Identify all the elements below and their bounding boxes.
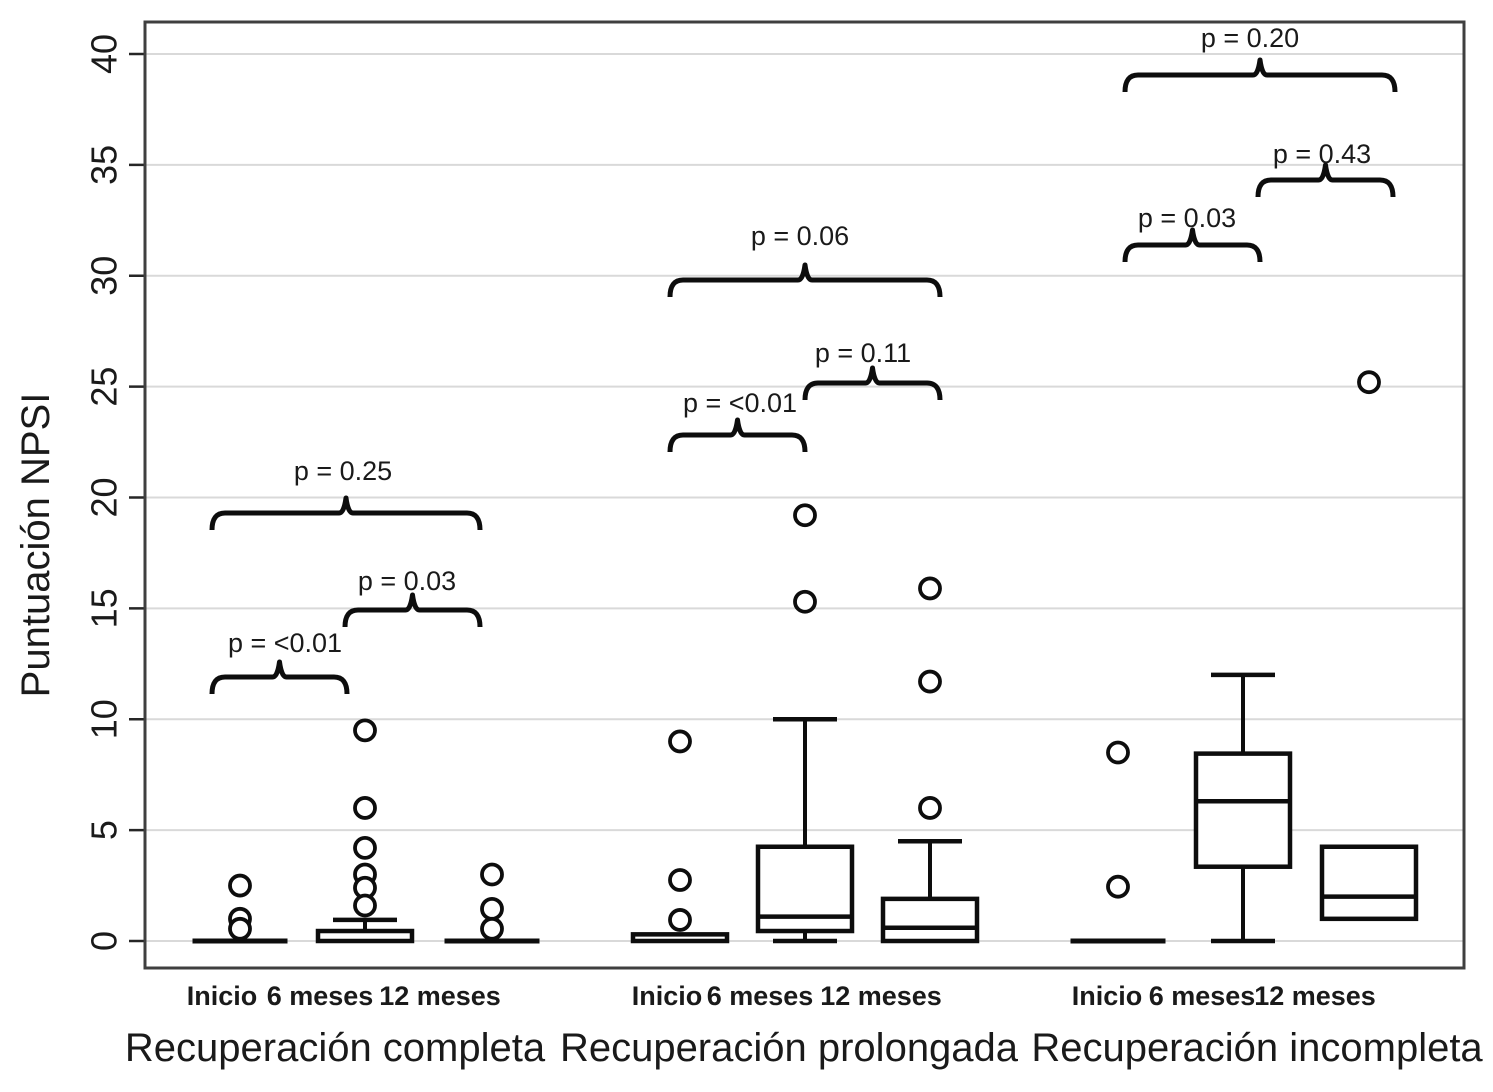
y-tick-label: 0 [84,931,125,951]
p-value-label: p = 0.20 [1201,23,1299,53]
outlier-point [668,868,692,892]
y-tick-label: 5 [84,820,125,840]
p-value-label: p = <0.01 [228,628,342,658]
box [315,928,415,944]
y-tick-label: 35 [84,145,125,185]
plot-frame [143,20,1466,970]
category-label: Inicio [187,981,258,1011]
significance-bracket [1122,227,1263,263]
outlier-point [918,796,942,820]
p-value-label: p = 0.03 [358,566,456,596]
chart-render-root: 0 5 10 15 20 25 30 35 40 p = <0.01 p = 0.03 p = 0.2… [84,20,1483,1070]
outlier-point [918,576,942,601]
category-label: Inicio [1072,981,1143,1011]
significance-bracket [1122,57,1398,93]
y-tick-label: 15 [84,588,125,628]
significance-bracket [1255,162,1396,198]
significance-bracket [342,592,483,628]
outlier-point [480,916,504,941]
y-axis-title: Puntuación NPSI [14,393,58,698]
y-tick-label: 40 [84,34,125,74]
category-label: Inicio [632,981,703,1011]
category-label: 6 meses [1149,981,1256,1011]
p-value-label: p = 0.43 [1273,139,1371,169]
outlier-point [228,916,252,941]
p-value-label: p = <0.01 [683,388,797,418]
p-value-label: p = 0.11 [815,338,911,368]
p-value-label: p = 0.25 [294,456,392,486]
y-tick-label: 10 [84,699,125,739]
outlier-point [793,503,817,528]
significance-bracket [209,495,483,531]
box [630,932,730,944]
outlier-point [1106,874,1130,899]
outlier-point [480,862,504,887]
p-value-label: p = 0.06 [751,221,849,251]
outlier-point [918,669,942,694]
outlier-point [793,589,817,614]
outlier-point [353,835,377,860]
outlier-point [228,873,252,898]
y-tick-label: 25 [84,367,125,407]
outlier-point [353,718,377,743]
y-tick-label: 20 [84,477,125,517]
outlier-point [480,896,504,921]
outlier-point [668,908,692,932]
category-label: 6 meses [267,981,374,1011]
category-label: 12 meses [1254,981,1376,1011]
box [880,896,980,944]
category-label: 12 meses [379,981,501,1011]
significance-bracket [209,659,350,695]
y-tick-label: 30 [84,256,125,296]
box [1319,844,1419,922]
group-label: Recuperación completa [125,1026,546,1070]
outlier-point [1106,740,1130,765]
category-label: 12 meses [820,981,942,1011]
significance-bracket [802,365,943,401]
significance-bracket [667,262,943,298]
outlier-point [353,796,377,820]
box [1193,751,1293,869]
group-label: Recuperación prolongada [560,1026,1019,1070]
p-value-label: p = 0.03 [1138,203,1236,233]
group-label: Recuperación incompleta [1031,1026,1483,1070]
outlier-point [1357,370,1381,395]
outlier-point [353,893,377,918]
category-label: 6 meses [707,981,814,1011]
significance-bracket [667,417,808,453]
outlier-point [668,729,692,754]
